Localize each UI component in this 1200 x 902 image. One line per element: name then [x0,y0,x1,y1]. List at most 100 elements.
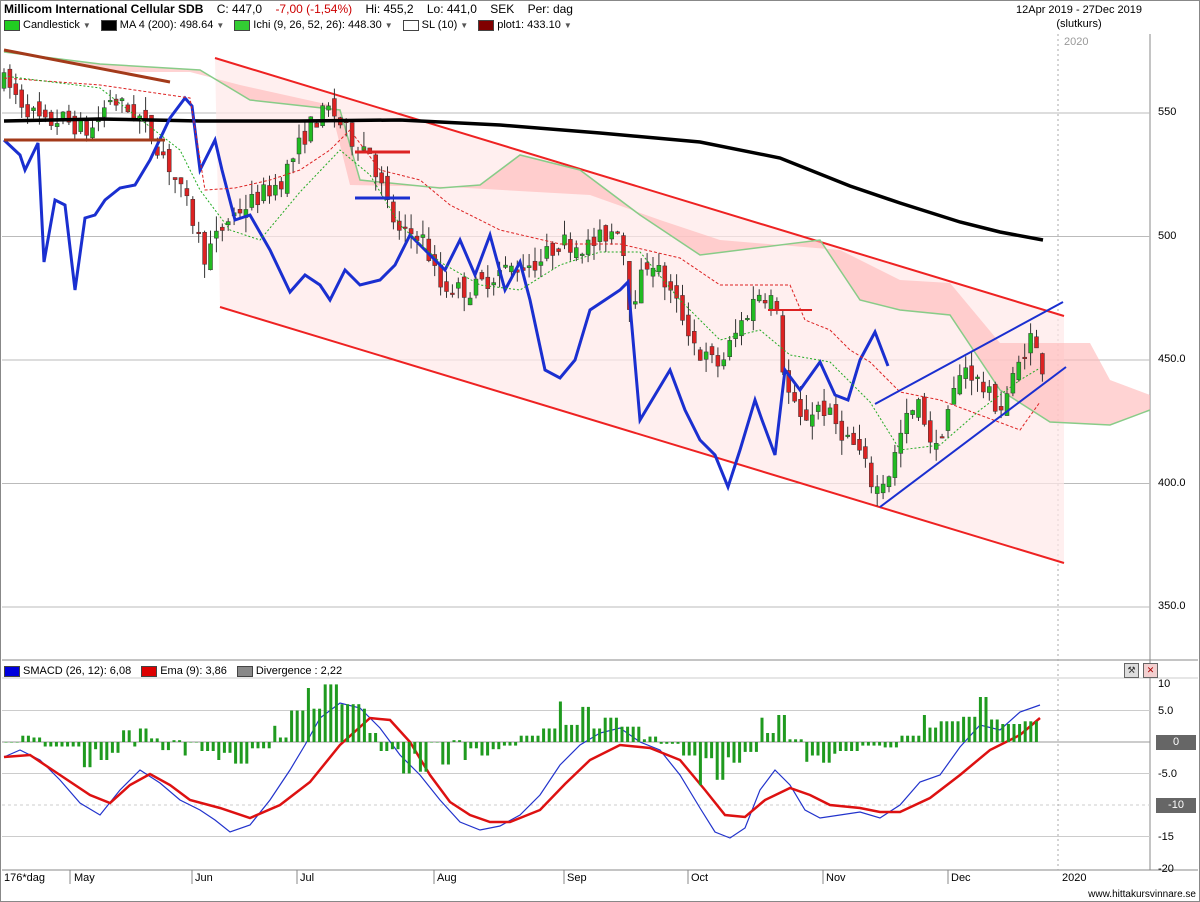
divergence-bar [530,735,534,742]
divergence-bar [284,737,288,742]
candle-body [615,231,620,234]
divergence-bar [346,704,350,742]
divergence-bar [474,742,478,749]
candle-body [131,104,137,120]
legend-ma[interactable]: MA 4 (200): 498.64 ▼ [100,19,225,31]
candle-body [249,194,255,208]
divergence-bar [866,742,870,746]
divergence-bar [278,737,282,742]
divergence-bar [1029,721,1033,742]
legend-ema[interactable]: Ema (9): 3,86 [141,665,227,677]
wedge-upper-line [874,301,1064,405]
divergence-bar [609,717,613,742]
divergence-bar [94,742,98,750]
candle-body [697,349,703,361]
divergence-bar [374,733,378,742]
candle-body [1028,333,1033,354]
candle-body [178,177,184,185]
divergence-bar [570,724,574,742]
legend-swatch [4,19,20,31]
divergence-bar [418,742,422,772]
candle-body [1040,353,1045,375]
candle-body [739,320,744,337]
divergence-bar [502,742,506,746]
divergence-bar [239,742,243,764]
macd-legend: SMACD (26, 12): 6,08 Ema (9): 3,86 Diver… [4,664,352,678]
divergence-bar [357,704,361,742]
month-label: Nov [826,872,846,884]
legend-ichimoku[interactable]: Ichi (9, 26, 52, 26): 448.30 ▼ [234,19,393,31]
divergence-bar [480,742,484,756]
dropdown-arrow-icon[interactable]: ▼ [384,20,393,30]
candle-body [933,443,939,450]
candle-body [562,234,567,246]
channel-upper-line [214,57,1065,317]
close-panel-icon[interactable]: ✕ [1143,663,1158,678]
candle-body [662,265,668,288]
minus10-badge: -10 [1156,798,1196,813]
legend-divergence[interactable]: Divergence : 2,22 [236,665,342,677]
divergence-bar [911,735,915,742]
divergence-bar [362,708,366,742]
divergence-bar [883,742,887,748]
candle-body [1022,356,1027,359]
divergence-bar [547,728,551,742]
candle-body [774,301,780,311]
divergence-bar [950,721,954,742]
divergence-bar [581,706,585,742]
divergence-bar [183,742,187,756]
candle-body [220,226,225,231]
legend-swatch [402,19,419,31]
legend-sl[interactable]: SL (10) ▼ [402,19,469,31]
legend-label: Candlestick [23,19,80,31]
divergence-bar [642,739,646,742]
divergence-bar [206,742,210,751]
candle-body [650,267,656,277]
divergence-bar [710,742,714,759]
divergence-bar [917,735,921,742]
candle-body [591,236,597,246]
divergence-bar [10,742,14,743]
candle-body [874,486,880,494]
legend-candlestick[interactable]: Candlestick ▼ [4,19,91,31]
divergence-bar [586,706,590,742]
candle-body [13,83,19,95]
candle-body [892,452,898,478]
candle-body [184,188,190,197]
candle-body [792,392,797,402]
divergence-bar [469,742,473,749]
dropdown-arrow-icon[interactable]: ▼ [82,20,91,30]
settings-icon[interactable]: ⚒ [1124,663,1139,678]
candle-body [644,262,650,270]
candle-body [72,115,78,135]
divergence-bar [553,728,557,742]
legend-plot1[interactable]: plot1: 433.10 ▼ [478,19,572,31]
candle-body [237,209,243,214]
divergence-bar [116,742,120,753]
period-label: Per: dag [527,2,573,16]
divergence-bar [962,716,966,742]
candle-body [479,272,485,280]
dropdown-arrow-icon[interactable]: ▼ [460,20,469,30]
divergence-bar [519,735,523,742]
candle-body [963,367,968,379]
legend-smacd[interactable]: SMACD (26, 12): 6,08 [4,665,131,677]
dropdown-arrow-icon[interactable]: ▼ [216,20,225,30]
divergence-bar [861,742,865,746]
candle-body [467,297,473,306]
dropdown-arrow-icon[interactable]: ▼ [563,20,572,30]
divergence-bar [816,742,820,756]
candle-body [910,410,915,415]
candle-body [332,98,337,117]
candle-body [762,300,768,304]
price-tick: 550 [1158,106,1177,118]
macd-tick: -5.0 [1158,768,1177,780]
divergence-bar [491,742,495,750]
divergence-bar [234,742,238,764]
price-tick: 350.0 [1158,600,1186,612]
channel-lower-line [219,306,1065,564]
year-label-bottom: 2020 [1062,872,1087,884]
divergence-bar [390,742,394,750]
candle-body [273,184,278,196]
macd-tick: -20 [1158,863,1174,875]
